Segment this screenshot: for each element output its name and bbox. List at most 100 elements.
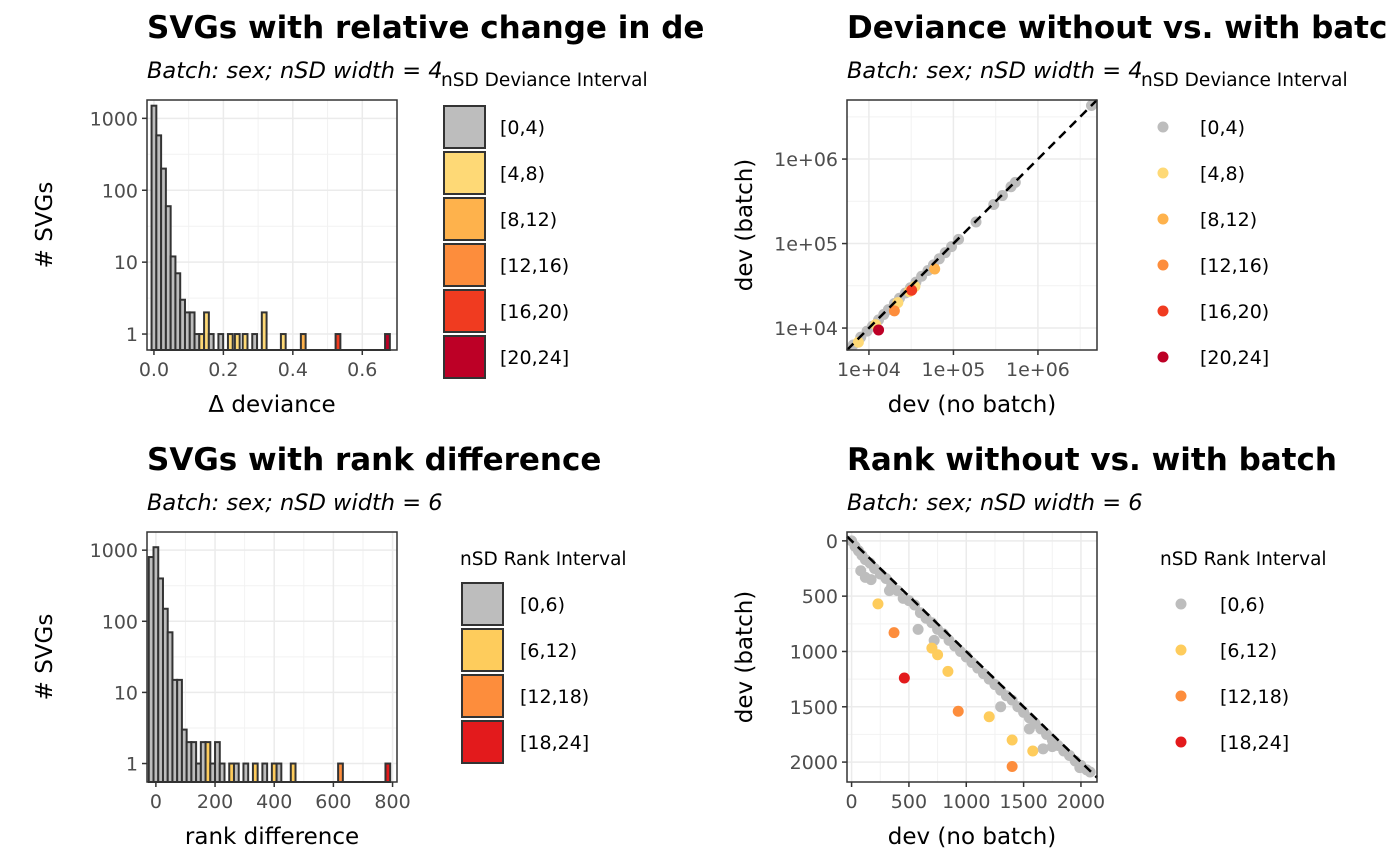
x-tick-label: 500 <box>891 791 927 813</box>
legend-label: [0,4) <box>500 117 545 139</box>
y-tick-label: 1000 <box>90 108 138 130</box>
histogram-bar <box>289 762 297 783</box>
data-marks <box>147 546 392 784</box>
y-tick-label: 1e+05 <box>774 234 838 256</box>
panel-subtitle: Batch: sex; nSD width = 6 <box>147 490 443 516</box>
legend-key <box>1157 213 1169 225</box>
reference-line <box>846 535 1098 779</box>
x-tick-label: 2000 <box>1057 791 1105 813</box>
scatter-point <box>1037 743 1049 755</box>
legend-label: [0,6) <box>1220 594 1265 616</box>
histogram-bar <box>207 333 215 352</box>
legend-title: nSD Rank Interval <box>1160 549 1327 570</box>
scatter-point <box>912 623 924 635</box>
panel-title: SVGs with relative change in de <box>147 10 704 46</box>
legend-key <box>461 674 504 718</box>
x-tick-label: 1e+04 <box>837 359 901 381</box>
legend-title: nSD Rank Interval <box>460 549 627 570</box>
legend-key <box>1175 736 1187 748</box>
scatter-point <box>932 649 944 661</box>
legend-label: [20,24] <box>500 347 569 369</box>
y-tick-label: 100 <box>102 180 138 202</box>
legend: nSD Rank Interval [0,6) [6,12) [12,18) [18,2… <box>460 549 627 764</box>
data-marks <box>846 535 1098 779</box>
y-tick-label: 10 <box>114 252 138 274</box>
histogram-bar <box>384 762 392 783</box>
histogram-bar <box>242 762 250 783</box>
histogram-bar <box>233 333 241 352</box>
legend-key <box>1157 121 1169 133</box>
scatter-point <box>929 263 941 275</box>
panel-title: Deviance without vs. with batc <box>847 10 1387 46</box>
legend-key <box>1175 598 1187 610</box>
x-tick-label: 0.4 <box>278 359 308 381</box>
data-marks <box>846 99 1098 351</box>
legend-label: [18,24] <box>1220 732 1289 754</box>
axes: 0.0 0.2 0.4 0.6 1 10 100 1000 <box>90 108 378 381</box>
histogram-bar <box>275 762 283 783</box>
scatter-point <box>898 672 910 684</box>
grid <box>147 100 397 350</box>
x-tick-label: 1000 <box>942 791 990 813</box>
x-tick-label: 0.0 <box>139 359 169 381</box>
legend-title: nSD Deviance Interval <box>441 70 648 91</box>
panel-4: Rank without vs. with batch Batch: sex; n… <box>732 442 1337 850</box>
grid <box>147 532 397 782</box>
y-tick-label: 0 <box>826 531 838 553</box>
y-tick-label: 2000 <box>790 752 838 774</box>
panel-1: SVGs with relative change in de Batch: se… <box>32 10 704 418</box>
legend-key <box>443 243 486 287</box>
legend-key <box>1175 644 1187 656</box>
legend-label: [20,24] <box>1200 347 1269 369</box>
x-tick-label: 0.2 <box>208 359 238 381</box>
legend-label: [16,20) <box>500 301 569 323</box>
histogram-bar <box>217 333 225 352</box>
y-tick-label: 1500 <box>790 697 838 719</box>
panel-title: SVGs with rank difference <box>147 442 601 478</box>
y-axis-title: # SVGs <box>32 182 58 269</box>
scatter-point <box>852 336 864 348</box>
scatter-point <box>891 585 903 597</box>
x-axis-title: dev (no batch) <box>888 824 1057 850</box>
legend-key <box>443 197 486 241</box>
scatter-point <box>865 574 877 586</box>
scatter-point <box>1006 734 1018 746</box>
legend-label: [4,8) <box>500 163 545 185</box>
histogram-bar <box>241 333 249 352</box>
x-tick-label: 1500 <box>999 791 1047 813</box>
y-tick-label: 1 <box>126 754 138 776</box>
legend-key <box>461 582 504 626</box>
x-tick-label: 0 <box>150 791 162 813</box>
y-tick-label: 1e+04 <box>774 318 838 340</box>
scatter-point <box>909 599 921 611</box>
histogram-bar <box>337 762 344 783</box>
x-axis-title: dev (no batch) <box>888 392 1057 418</box>
scatter-point <box>1027 745 1039 757</box>
legend-key <box>1157 351 1169 363</box>
legend-title: nSD Deviance Interval <box>1141 70 1348 91</box>
scatter-point <box>1046 741 1058 753</box>
scatter-point <box>883 585 895 597</box>
x-tick-label: 0 <box>846 791 858 813</box>
axes: 0 500 1000 1500 2000 0 500 1000 1500 2000 <box>790 531 1105 813</box>
legend-key <box>1175 690 1187 702</box>
scatter-point <box>942 665 954 677</box>
histogram-bar <box>261 762 269 783</box>
legend-key <box>443 105 486 149</box>
panel-subtitle: Batch: sex; nSD width = 4 <box>847 58 1143 84</box>
x-tick-label: 200 <box>197 791 233 813</box>
x-tick-label: 0.6 <box>347 359 377 381</box>
legend-key <box>1157 305 1169 317</box>
x-axis-title: Δ deviance <box>208 392 335 418</box>
scatter-point <box>873 324 885 336</box>
legend-label: [12,16) <box>500 255 569 277</box>
legend-label: [12,18) <box>1220 686 1289 708</box>
axes: 1e+04 1e+05 1e+06 1e+04 1e+05 1e+06 <box>774 149 1070 381</box>
panel-subtitle: Batch: sex; nSD width = 6 <box>847 490 1143 516</box>
histogram-bar <box>226 333 234 352</box>
y-axis-title: dev (batch) <box>732 591 758 724</box>
legend: nSD Rank Interval [0,6) [6,12) [12,18) [18,2… <box>1160 549 1327 754</box>
legend-key <box>1157 167 1169 179</box>
legend-label: [6,12) <box>520 640 577 662</box>
